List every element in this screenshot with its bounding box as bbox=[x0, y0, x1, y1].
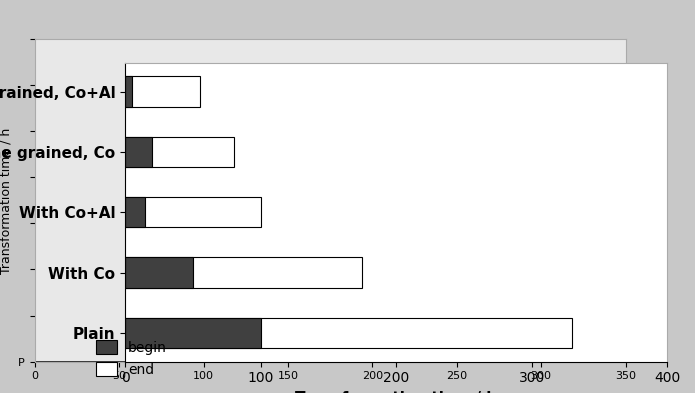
Y-axis label: Transformation time / h: Transformation time / h bbox=[0, 127, 13, 274]
Bar bbox=[125, 318, 573, 348]
Bar bbox=[125, 77, 199, 107]
Bar bbox=[125, 137, 152, 167]
Bar bbox=[125, 77, 132, 107]
Bar bbox=[125, 197, 145, 227]
Bar bbox=[125, 197, 261, 227]
Legend: begin, end: begin, end bbox=[90, 334, 172, 382]
X-axis label: Transformation time / h: Transformation time / h bbox=[295, 391, 497, 393]
Bar bbox=[125, 257, 193, 288]
Bar bbox=[125, 137, 234, 167]
Bar bbox=[35, 361, 195, 362]
Bar bbox=[125, 257, 362, 288]
Bar bbox=[125, 318, 261, 348]
